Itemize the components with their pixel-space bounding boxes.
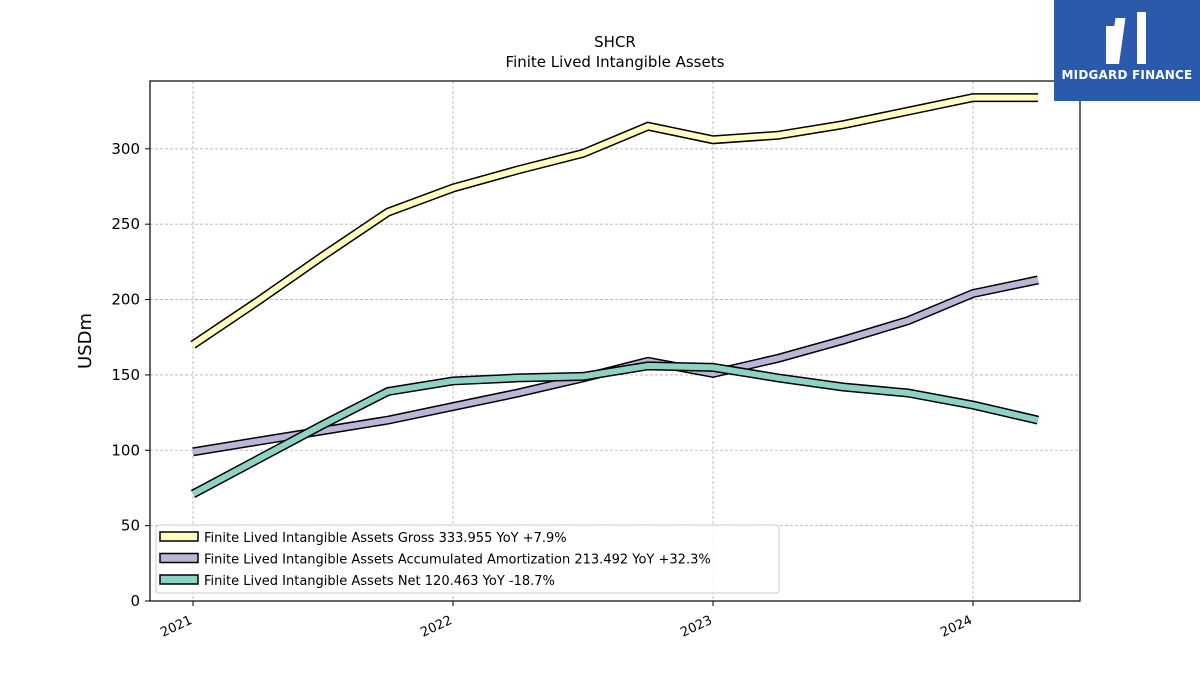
brand-mark-icon [1106, 12, 1146, 64]
y-tick-label: 250 [111, 215, 140, 233]
x-tick-label: 2021 [158, 613, 194, 641]
x-axis: 2021 2022 2023 2024 [158, 601, 975, 641]
y-axis-label: USDm [75, 313, 96, 369]
plot-frame [149, 80, 1081, 602]
y-tick-label: 0 [130, 592, 140, 610]
legend: Finite Lived Intangible Assets Gross 333… [155, 524, 780, 594]
series-line-outline [190, 93, 1038, 349]
x-tick-label: 2022 [418, 613, 454, 641]
y-tick-label: 200 [111, 291, 140, 309]
legend-label: Finite Lived Intangible Assets Accumulat… [204, 553, 711, 568]
x-tick-label: 2023 [678, 613, 714, 641]
series-line-1 [191, 94, 1038, 348]
y-tick-label: 50 [121, 517, 140, 535]
series-line-outline [190, 361, 1040, 498]
chart-title: SHCR [594, 33, 636, 51]
y-tick-label: 100 [111, 441, 140, 459]
legend-swatch [159, 552, 199, 564]
y-axis: 0 50 100 150 200 250 300 [111, 140, 150, 610]
x-tick-label: 2024 [938, 613, 974, 641]
grid [150, 81, 1080, 602]
legend-label: Finite Lived Intangible Assets Net 120.4… [204, 574, 555, 589]
y-tick-label: 150 [111, 366, 140, 384]
chart-subtitle: Finite Lived Intangible Assets [506, 53, 725, 71]
legend-box [155, 524, 780, 594]
y-tick-label: 300 [111, 140, 140, 158]
legend-swatch [159, 531, 199, 542]
legend-label: Finite Lived Intangible Assets Gross 333… [204, 531, 567, 546]
series-line-3 [191, 362, 1039, 497]
brand-name: MIDGARD FINANCE [1061, 68, 1193, 82]
series-lines [190, 93, 1040, 498]
legend-swatch [159, 574, 199, 585]
brand-logo: MIDGARD FINANCE [1054, 0, 1200, 101]
